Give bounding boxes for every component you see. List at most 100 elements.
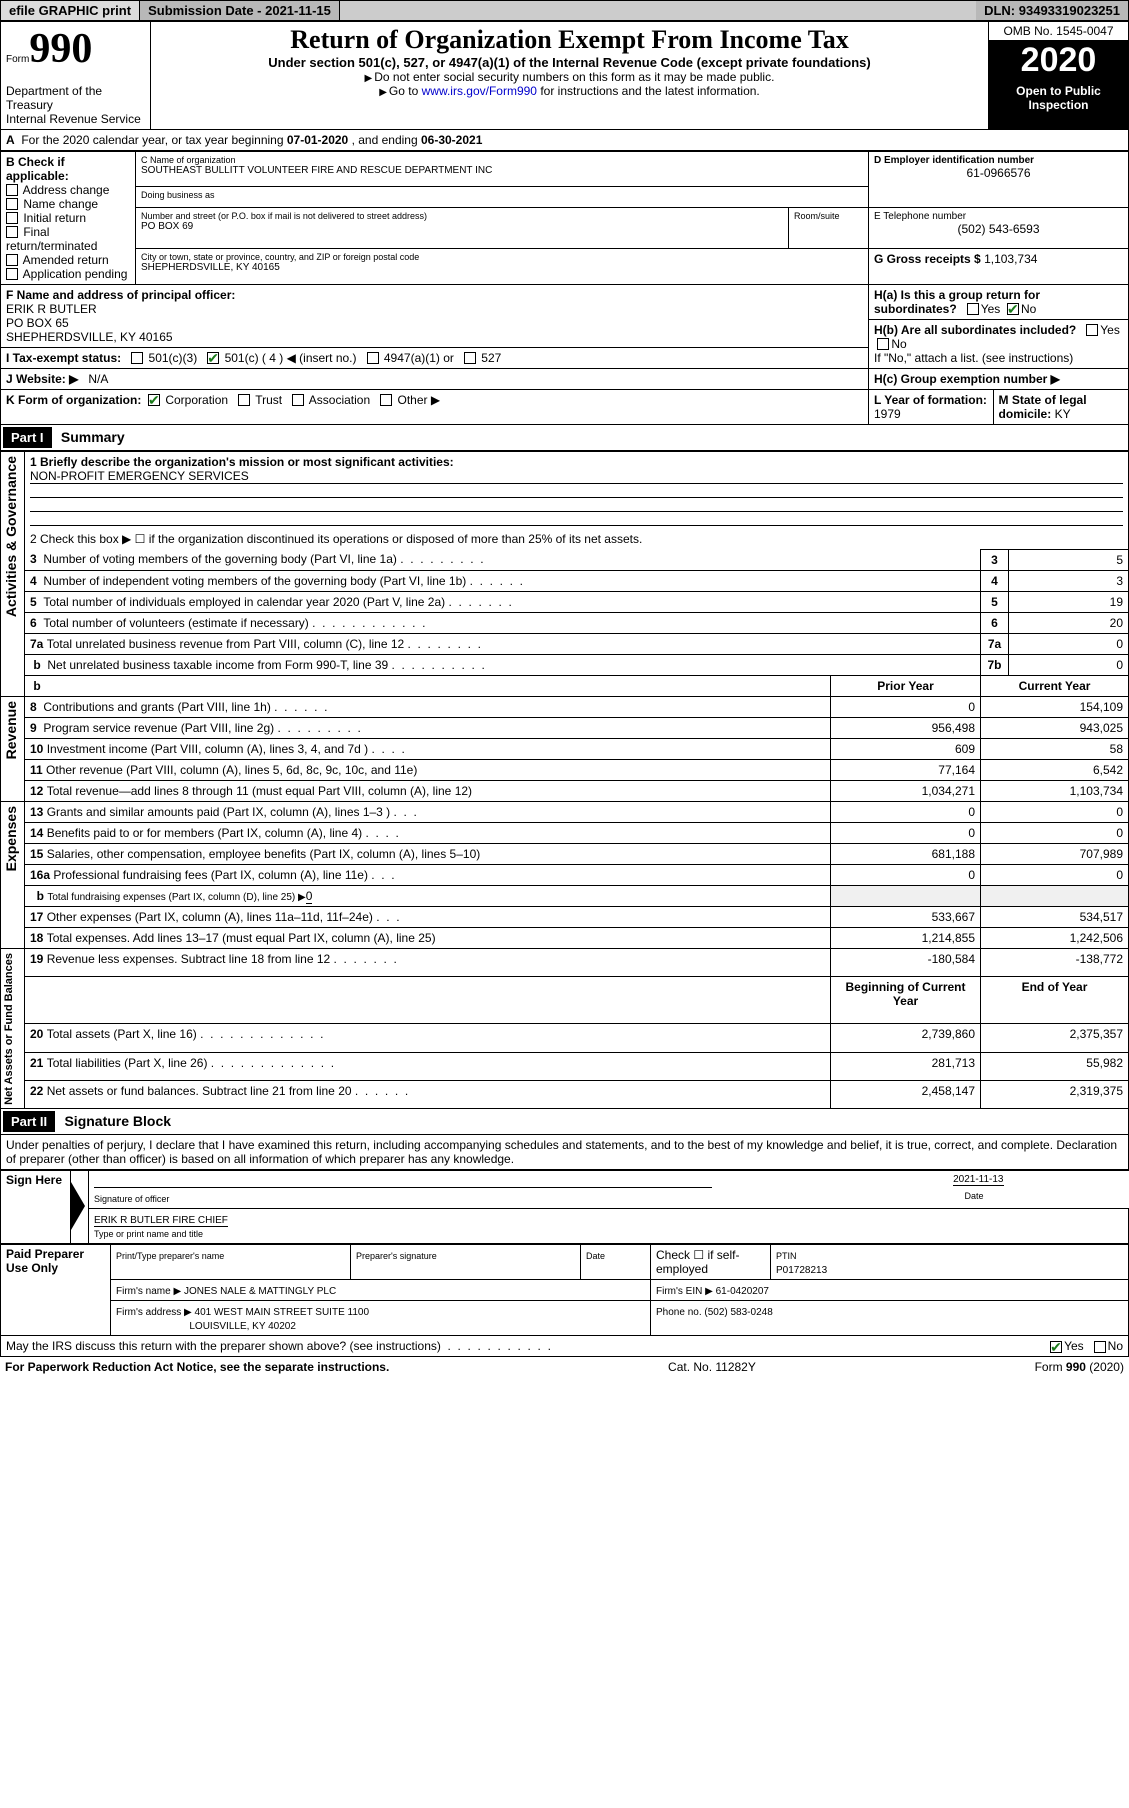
instructions-link[interactable]: www.irs.gov/Form990 <box>422 84 537 98</box>
omb-number: OMB No. 1545-0047 <box>989 22 1128 41</box>
checkbox-4947[interactable] <box>367 352 379 364</box>
line9-prior: 956,498 <box>831 717 981 738</box>
instr-ssn: Do not enter social security numbers on … <box>374 70 774 84</box>
label-discuss-no: No <box>1108 1339 1123 1353</box>
ptin-label: PTIN <box>776 1251 797 1261</box>
line20-current: 2,375,357 <box>981 1024 1129 1052</box>
checkbox-initial-return[interactable] <box>6 212 18 224</box>
checkbox-501c[interactable] <box>207 352 219 364</box>
firm-addr-label: Firm's address ▶ <box>116 1307 195 1318</box>
paid-preparer-block: Paid Preparer Use Only Print/Type prepar… <box>0 1244 1129 1357</box>
line15-prior: 681,188 <box>831 843 981 864</box>
line6-value: 20 <box>1009 612 1129 633</box>
line15-current: 707,989 <box>981 843 1129 864</box>
website-value: N/A <box>88 372 108 386</box>
checkbox-501c3[interactable] <box>131 352 143 364</box>
checkbox-application-pending[interactable] <box>6 268 18 280</box>
checkbox-discuss-no[interactable] <box>1094 1341 1106 1353</box>
checkbox-ha-no[interactable] <box>1007 303 1019 315</box>
form-word: Form <box>6 54 29 65</box>
line7a-num: 7a <box>981 633 1009 654</box>
line18-prior: 1,214,855 <box>831 927 981 948</box>
officer-label: F Name and address of principal officer: <box>6 288 235 302</box>
efile-print-button[interactable]: efile GRAPHIC print <box>1 1 140 20</box>
line6-num: 6 <box>981 612 1009 633</box>
line9-label: Program service revenue (Part VIII, line… <box>43 721 274 735</box>
checkbox-ha-yes[interactable] <box>967 303 979 315</box>
label-trust: Trust <box>255 393 282 407</box>
period-begin: 07-01-2020 <box>287 133 348 147</box>
line6-label: Total number of volunteers (estimate if … <box>43 616 308 630</box>
checkbox-hb-yes[interactable] <box>1086 324 1098 336</box>
line5-num: 5 <box>981 591 1009 612</box>
line16a-current: 0 <box>981 864 1129 885</box>
submission-date: Submission Date - 2021-11-15 <box>140 1 340 20</box>
line7a-label: Total unrelated business revenue from Pa… <box>47 637 405 651</box>
instr-goto-post: for instructions and the latest informat… <box>537 84 760 98</box>
checkbox-hb-no[interactable] <box>877 338 889 350</box>
summary-table: Activities & Governance 1 Briefly descri… <box>0 451 1129 1110</box>
checkbox-527[interactable] <box>464 352 476 364</box>
form-subtitle: Under section 501(c), 527, or 4947(a)(1)… <box>156 55 983 70</box>
box-b: B Check if applicable: Address change Na… <box>1 151 136 284</box>
checkbox-assoc[interactable] <box>292 394 304 406</box>
street-value: PO BOX 69 <box>141 221 783 232</box>
line3-label: Number of voting members of the governin… <box>43 552 397 566</box>
label-no: No <box>1021 302 1036 316</box>
prep-date-label: Date <box>586 1251 605 1261</box>
line13-current: 0 <box>981 801 1129 822</box>
officer-addr2: SHEPHERDSVILLE, KY 40165 <box>6 330 173 344</box>
label-address-change: Address change <box>23 183 110 197</box>
box-i: I Tax-exempt status: 501(c)(3) 501(c) ( … <box>1 347 869 368</box>
phone-label: E Telephone number <box>874 211 1123 222</box>
period-label: For the 2020 calendar year, or tax year … <box>21 133 287 147</box>
room-label: Room/suite <box>794 211 863 221</box>
sign-date-label: Date <box>964 1191 983 1201</box>
firm-phone: (502) 583-0248 <box>704 1307 772 1318</box>
checkbox-final-return[interactable] <box>6 226 18 238</box>
sign-here-label: Sign Here <box>1 1171 71 1244</box>
line7a-value: 0 <box>1009 633 1129 654</box>
tax-period: A For the 2020 calendar year, or tax yea… <box>1 129 1129 150</box>
period-end: 06-30-2021 <box>421 133 482 147</box>
prep-self-employed: Check ☐ if self-employed <box>651 1245 771 1280</box>
submission-date-value: 2021-11-15 <box>265 3 331 18</box>
checkbox-other[interactable] <box>380 394 392 406</box>
label-corp: Corporation <box>165 393 228 407</box>
line1-label: 1 Briefly describe the organization's mi… <box>30 455 454 469</box>
line4-label: Number of independent voting members of … <box>43 574 466 588</box>
line22-prior: 2,458,147 <box>831 1080 981 1108</box>
checkbox-address-change[interactable] <box>6 184 18 196</box>
line4-value: 3 <box>1009 570 1129 591</box>
firm-addr2: LOUISVILLE, KY 40202 <box>189 1321 296 1332</box>
checkbox-name-change[interactable] <box>6 198 18 210</box>
line14-current: 0 <box>981 822 1129 843</box>
line1-value: NON-PROFIT EMERGENCY SERVICES <box>30 469 1123 484</box>
checkbox-amended-return[interactable] <box>6 254 18 266</box>
year-formation-label: L Year of formation: <box>874 393 987 407</box>
footer-right-pre: Form <box>1035 1360 1066 1374</box>
footer-left: For Paperwork Reduction Act Notice, see … <box>5 1360 389 1374</box>
line5-label: Total number of individuals employed in … <box>43 595 445 609</box>
checkbox-discuss-yes[interactable] <box>1050 1341 1062 1353</box>
checkbox-trust[interactable] <box>238 394 250 406</box>
section-revenue: Revenue <box>1 697 21 763</box>
checkbox-corp[interactable] <box>148 394 160 406</box>
line17-current: 534,517 <box>981 906 1129 927</box>
line10-label: Investment income (Part VIII, column (A)… <box>47 742 368 756</box>
line12-prior: 1,034,271 <box>831 780 981 801</box>
org-name-label: C Name of organization <box>141 155 863 165</box>
begin-year-header: Beginning of Current Year <box>831 976 981 1023</box>
line21-label: Total liabilities (Part X, line 26) <box>47 1056 208 1070</box>
line13-label: Grants and similar amounts paid (Part IX… <box>47 805 390 819</box>
line17-prior: 533,667 <box>831 906 981 927</box>
line22-current: 2,319,375 <box>981 1080 1129 1108</box>
paid-preparer-label: Paid Preparer Use Only <box>1 1245 111 1336</box>
dln-label: DLN: <box>984 3 1019 18</box>
label-other: Other ▶ <box>398 393 441 407</box>
part1-header: Part I <box>3 427 52 448</box>
topbar: efile GRAPHIC print Submission Date - 20… <box>0 0 1129 21</box>
current-year-header: Current Year <box>981 675 1129 696</box>
line16a-prior: 0 <box>831 864 981 885</box>
line10-prior: 609 <box>831 738 981 759</box>
